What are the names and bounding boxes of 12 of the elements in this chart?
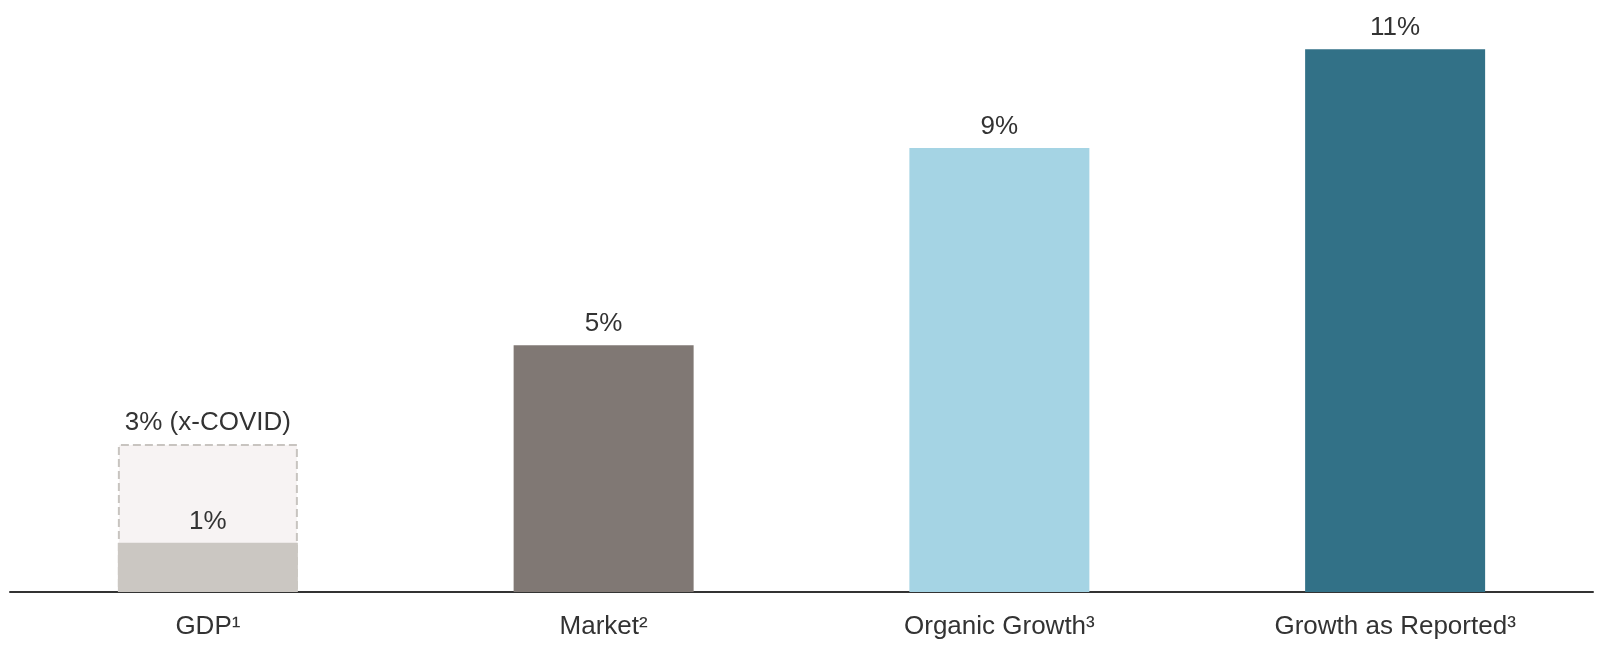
data-label: 5% [584,307,623,338]
bar [513,345,694,592]
x-tick-label: Market² [559,610,649,640]
data-label: 9% [980,110,1019,140]
bar [909,148,1090,592]
x-tick-label: GDP¹ [175,610,241,640]
x-tick-label: Organic Growth³ [904,610,1096,640]
data-label: 1% [189,504,227,535]
data-label: 3% (x-COVID) [124,406,291,436]
data-label: 11% [1370,11,1421,42]
bar [1305,49,1486,592]
x-tick-label: Growth as Reported³ [1274,610,1517,640]
